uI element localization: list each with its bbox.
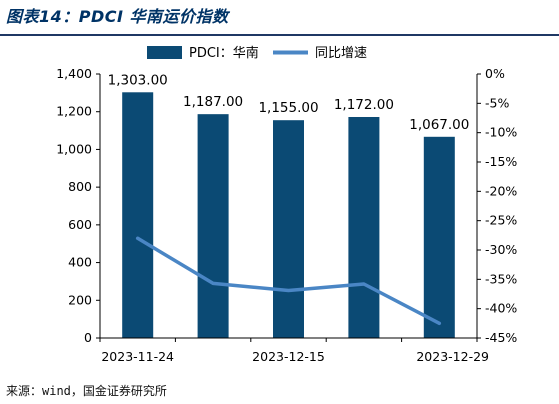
y2-tick-label: -10%	[485, 125, 517, 140]
line-series	[135, 236, 442, 326]
bar-value-label: 1,187.00	[183, 94, 243, 110]
x-tick-label: 2023-12-15	[252, 349, 325, 364]
bar-value-label: 1,303.00	[108, 72, 168, 88]
legend: PDCI：华南 同比增速	[147, 45, 367, 61]
y2-tick-label: -5%	[485, 95, 509, 110]
y-tick-label: 200	[68, 292, 92, 307]
legend-label-bar: PDCI：华南	[189, 45, 259, 61]
y2-tick-label: -30%	[485, 242, 517, 257]
bar	[273, 120, 304, 338]
y-tick-label: 800	[68, 179, 92, 194]
bar-series	[122, 92, 455, 338]
axes: 0 200 400 600 800 1,000 1,200 1,400 0% -5% -10% -15…	[56, 66, 517, 364]
y2-tick-label: 0%	[485, 66, 505, 81]
line-point	[362, 282, 366, 286]
y-tick-label: 1,000	[56, 141, 92, 156]
bar-value-label: 1,067.00	[409, 117, 469, 133]
y2-tick-label: -25%	[485, 213, 517, 228]
bar	[423, 136, 455, 338]
bar	[122, 92, 154, 338]
line-point	[287, 288, 290, 292]
y-tick-label: 0	[84, 330, 92, 345]
legend-swatch-bar	[147, 46, 182, 59]
y2-tick-label: -35%	[485, 271, 517, 286]
bar-value-label: 1,172.00	[334, 97, 394, 113]
y-tick-label: 1,400	[56, 66, 92, 81]
y2-tick-label: -45%	[485, 330, 517, 345]
y-tick-label: 400	[68, 255, 92, 270]
x-tick-label: 2023-12-29	[416, 349, 489, 364]
line-point	[437, 321, 441, 325]
line-point	[211, 281, 215, 285]
y2-tick-label: -15%	[485, 154, 517, 169]
title-rule	[0, 34, 559, 36]
chart-area: PDCI：华南 同比增速 0 200 400 600 800 1,000 1,200 1,400…	[56, 45, 517, 364]
line-point	[136, 236, 140, 240]
y2-tick-label: -20%	[485, 183, 517, 198]
y-tick-label: 600	[68, 217, 92, 232]
bar	[348, 116, 380, 338]
figure-title: 图表14：PDCI 华南运价指数	[6, 7, 229, 26]
source-note: 来源：wind，国金证券研究所	[6, 384, 167, 398]
legend-label-line: 同比增速	[315, 46, 367, 61]
data-labels: 1,303.00 1,187.00 1,155.00 1,172.00 1,067.00	[108, 72, 470, 133]
bar	[197, 114, 229, 338]
y-tick-label: 1,200	[56, 104, 92, 119]
x-tick-label: 2023-11-24	[101, 349, 174, 364]
y2-tick-label: -40%	[485, 301, 517, 316]
bar-value-label: 1,155.00	[258, 100, 318, 116]
